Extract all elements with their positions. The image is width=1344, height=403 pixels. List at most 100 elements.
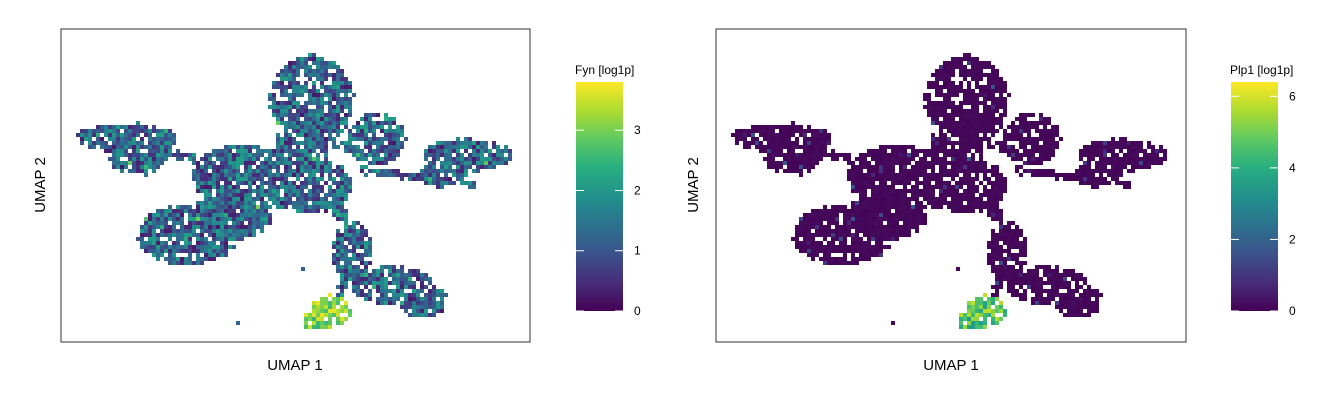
umap-cell	[368, 245, 372, 249]
umap-cell	[304, 325, 308, 329]
umap-cell	[859, 157, 863, 161]
umap-cell	[344, 305, 348, 309]
umap-cell	[232, 229, 236, 233]
umap-cell	[432, 153, 436, 157]
umap-cell	[388, 141, 392, 145]
y-axis-label: UMAP 2	[32, 157, 49, 213]
umap-cell	[823, 133, 827, 137]
umap-cell	[1079, 277, 1083, 281]
umap-cell	[879, 193, 883, 197]
umap-cell	[1083, 281, 1087, 285]
umap-cell	[368, 145, 372, 149]
umap-cell	[236, 185, 240, 189]
umap-cell	[1003, 309, 1007, 313]
umap-cell	[811, 149, 815, 153]
umap-cell	[795, 141, 799, 145]
umap-cell	[132, 149, 136, 153]
umap-cell	[376, 153, 380, 157]
umap-cell	[835, 233, 839, 237]
umap-cell	[380, 141, 384, 145]
umap-cell	[296, 201, 300, 205]
umap-cell	[955, 61, 959, 65]
umap-cell	[372, 161, 376, 165]
umap-cell	[995, 109, 999, 113]
umap-cell	[867, 225, 871, 229]
umap-cell	[320, 297, 324, 301]
umap-cell	[939, 201, 943, 205]
umap-cell	[316, 105, 320, 109]
umap-cell	[320, 305, 324, 309]
umap-cell	[320, 81, 324, 85]
umap-cell	[975, 109, 979, 113]
umap-cell	[360, 229, 364, 233]
umap-cell	[460, 181, 464, 185]
umap-cell	[280, 137, 284, 141]
umap-cell	[432, 161, 436, 165]
umap-cell	[887, 201, 891, 205]
umap-cell	[879, 213, 883, 217]
umap-cell	[224, 153, 228, 157]
umap-cell	[372, 149, 376, 153]
umap-cell	[951, 165, 955, 169]
umap-cell	[292, 129, 296, 133]
umap-cell	[887, 229, 891, 233]
umap-cell	[999, 113, 1003, 117]
umap-cell	[879, 169, 883, 173]
umap-cell	[312, 309, 316, 313]
umap-cell	[172, 241, 176, 245]
umap-cell	[284, 137, 288, 141]
umap-cell	[472, 153, 476, 157]
umap-cell	[196, 225, 200, 229]
umap-cell	[312, 169, 316, 173]
umap-cell	[959, 157, 963, 161]
umap-cell	[276, 73, 280, 77]
umap-points	[76, 53, 512, 329]
umap-cell	[1023, 281, 1027, 285]
umap-cell	[468, 153, 472, 157]
umap-cell	[336, 105, 340, 109]
umap-cell	[1083, 301, 1087, 305]
umap-cell	[216, 237, 220, 241]
umap-cell	[983, 305, 987, 309]
umap-cell	[204, 237, 208, 241]
umap-cell	[1075, 177, 1079, 181]
umap-cell	[851, 261, 855, 265]
umap-cell	[879, 229, 883, 233]
umap-cell	[152, 233, 156, 237]
umap-cell	[380, 281, 384, 285]
umap-cell	[444, 157, 448, 161]
umap-cell	[160, 249, 164, 253]
umap-cell	[843, 233, 847, 237]
umap-cell	[1147, 153, 1151, 157]
umap-cell	[1019, 133, 1023, 137]
umap-cell	[148, 141, 152, 145]
umap-cell	[428, 289, 432, 293]
umap-cell	[332, 181, 336, 185]
umap-cell	[356, 221, 360, 225]
umap-cell	[288, 173, 292, 177]
umap-cell	[1155, 161, 1159, 165]
umap-cell	[1079, 313, 1083, 317]
umap-cell	[899, 209, 903, 213]
umap-cell	[983, 137, 987, 141]
umap-cell	[292, 149, 296, 153]
umap-cell	[927, 161, 931, 165]
umap-cell	[344, 221, 348, 225]
umap-cell	[196, 237, 200, 241]
umap-cell	[424, 309, 428, 313]
umap-cell	[136, 145, 140, 149]
umap-cell	[835, 245, 839, 249]
umap-cell	[1039, 157, 1043, 161]
umap-cell	[272, 113, 276, 117]
umap-cell	[248, 193, 252, 197]
umap-cell	[316, 109, 320, 113]
umap-cell	[136, 129, 140, 133]
umap-cell	[340, 105, 344, 109]
umap-cell	[915, 173, 919, 177]
umap-cell	[164, 149, 168, 153]
umap-cell	[1087, 297, 1091, 301]
umap-cell	[971, 65, 975, 69]
umap-cell	[144, 229, 148, 233]
umap-cell	[344, 97, 348, 101]
umap-cell	[108, 145, 112, 149]
